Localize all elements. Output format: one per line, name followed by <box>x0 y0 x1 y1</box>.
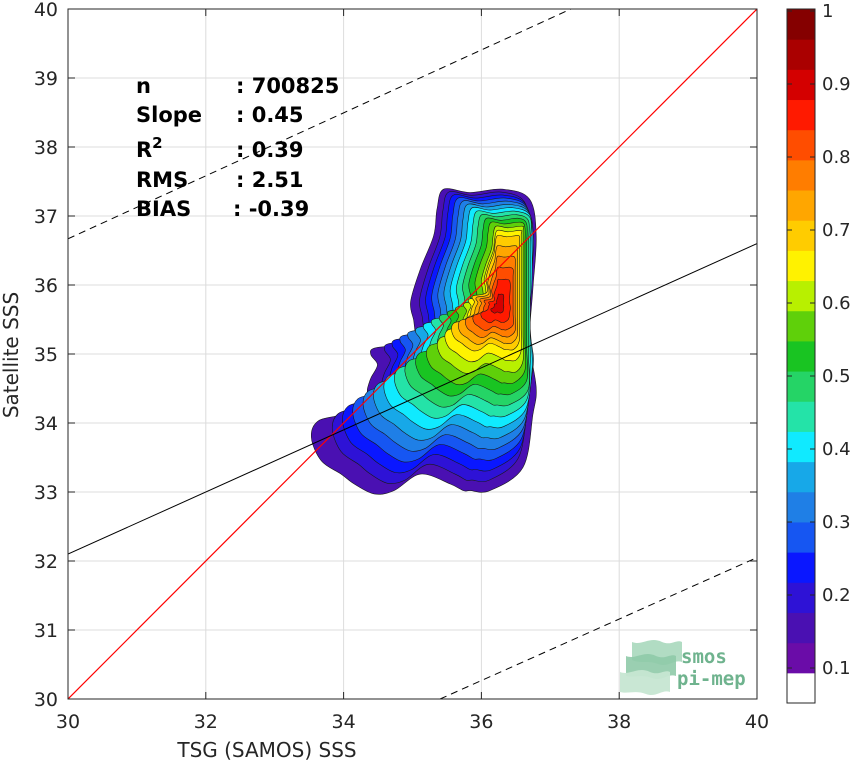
stat-value: : 0.39 <box>236 138 304 162</box>
stat-label: R2 <box>136 134 163 162</box>
x-axis-label: TSG (SAMOS) SSS <box>176 738 356 762</box>
density-contours <box>311 188 537 495</box>
colorbar-swatch <box>787 129 815 161</box>
colorbar-tick-label: 0.4 <box>822 439 851 460</box>
statistics-panel: n : 700825 Slope : 0.45 R2 : 0.39 RMS : 2.51 BIA… <box>136 74 339 221</box>
upper-bound-line <box>68 9 572 240</box>
logo-wave-icon <box>620 640 682 696</box>
colorbar: 0.1 0.2 0.3 0.4 0.5 0.6 0.7 0.8 0.9 1 <box>786 1 851 704</box>
colorbar-swatch <box>787 612 815 644</box>
colorbar-tick-label: 0.5 <box>822 366 851 387</box>
stat-value: : -0.39 <box>233 197 309 221</box>
x-tick-label: 34 <box>332 711 356 733</box>
y-tick-label: 35 <box>34 344 58 366</box>
y-tick-label: 34 <box>34 413 58 435</box>
colorbar-swatch <box>787 9 815 40</box>
colorbar-tick-label: 0.7 <box>822 220 851 241</box>
x-tick-label: 38 <box>607 711 631 733</box>
x-tick-label: 40 <box>745 711 769 733</box>
colorbar-swatch <box>787 461 815 493</box>
y-tick-label: 31 <box>34 620 58 642</box>
regression-line <box>68 243 757 555</box>
colorbar-swatch <box>787 672 815 704</box>
colorbar-frame <box>786 8 816 704</box>
reference-line-group <box>68 9 757 699</box>
smos-pimep-logo: smos pi-mep <box>620 640 746 696</box>
colorbar-swatch <box>787 250 815 282</box>
stat-value: : 2.51 <box>236 168 304 192</box>
colorbar-swatch <box>787 159 815 191</box>
y-tick-label: 30 <box>34 689 58 711</box>
colorbar-tick-label: 0.1 <box>822 658 851 679</box>
y-tick-label: 36 <box>34 275 58 297</box>
colorbar-tick-label: 0.2 <box>822 585 851 606</box>
y-tick-label: 33 <box>34 482 58 504</box>
y-axis-label: Satellite SSS <box>0 292 23 418</box>
logo-text-line1: smos <box>681 646 727 668</box>
contour-fills <box>311 188 537 495</box>
colorbar-swatch <box>787 642 815 674</box>
x-tick-label: 36 <box>469 711 493 733</box>
y-tick-label: 40 <box>34 0 58 21</box>
stat-label: RMS <box>136 168 188 192</box>
stat-value: : 700825 <box>236 74 339 98</box>
colorbar-swatch <box>787 99 815 131</box>
colorbar-swatch <box>787 491 815 523</box>
colorbar-swatch <box>787 39 815 70</box>
contour-level <box>490 293 505 314</box>
x-tick-label: 30 <box>56 711 80 733</box>
colorbar-tick-label: 0.6 <box>822 293 851 314</box>
colorbar-tick-label: 0.8 <box>822 147 851 168</box>
colorbar-swatch <box>787 69 815 101</box>
lower-bound-line <box>439 557 757 699</box>
y-tick-label: 38 <box>34 137 58 159</box>
stat-label: n <box>136 74 151 98</box>
stat-label: Slope <box>136 103 202 127</box>
y-tick-label: 39 <box>34 68 58 90</box>
reference-lines <box>68 9 757 699</box>
stat-label: BIAS <box>136 197 191 221</box>
colorbar-swatch <box>787 431 815 463</box>
logo-text-line2: pi-mep <box>677 668 746 690</box>
axes: 30 32 34 36 38 40 30 31 32 33 34 35 36 37 38 39 40 <box>34 0 769 733</box>
colorbar-swatch <box>787 401 815 432</box>
stat-value: : 0.45 <box>236 103 304 127</box>
x-tick-label: 32 <box>194 711 218 733</box>
colorbar-swatch <box>787 582 815 613</box>
colorbar-swatch <box>787 552 815 583</box>
colorbar-swatch <box>787 220 815 251</box>
identity-line <box>68 9 757 699</box>
colorbar-swatch <box>787 340 815 372</box>
colorbar-swatch <box>787 190 815 221</box>
colorbar-swatch <box>787 521 815 553</box>
colorbar-swatch <box>787 310 815 342</box>
stat-label-superscript: 2 <box>152 134 162 152</box>
y-tick-label: 37 <box>34 206 58 228</box>
colorbar-tick-label: 0.9 <box>822 74 851 95</box>
y-tick-label: 32 <box>34 551 58 573</box>
colorbar-tick-label: 0.3 <box>822 512 851 533</box>
colorbar-swatch <box>787 280 815 312</box>
colorbar-tick-label: 1 <box>822 1 833 22</box>
